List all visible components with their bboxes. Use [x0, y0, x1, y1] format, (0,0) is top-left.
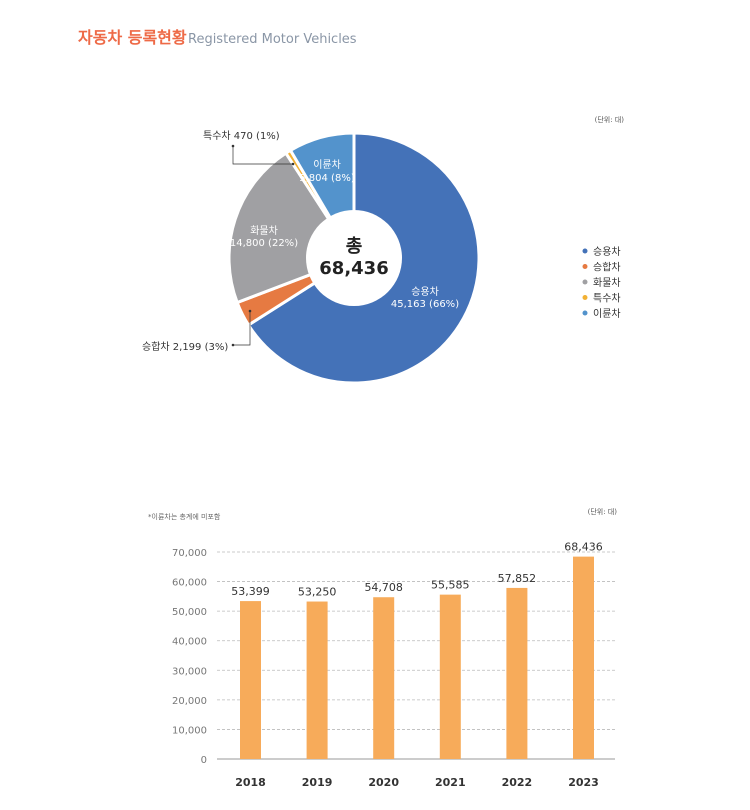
leader-line-van [233, 311, 251, 346]
bar-2018 [240, 601, 261, 759]
slice-label-value-motorcycle: 5,804 (8%) [299, 173, 355, 184]
bar-value-label: 68,436 [564, 541, 603, 554]
page-header: 자동차 등록현황 Registered Motor Vehicles [78, 28, 357, 47]
title-english: Registered Motor Vehicles [188, 32, 357, 47]
slice-label-special: 특수차 470 (1%) [203, 130, 280, 142]
legend-label: 특수차 [593, 293, 621, 305]
bar-2023 [573, 556, 594, 759]
legend-marker [582, 248, 588, 254]
y-tick-label: 60,000 [172, 578, 207, 589]
bar-value-label: 53,399 [231, 585, 270, 598]
bar-value-label: 54,708 [364, 581, 403, 594]
bar-2020 [373, 597, 395, 759]
x-tick-label: 2023 [568, 776, 599, 789]
legend-label: 승합차 [593, 262, 621, 274]
legend-label: 승용차 [593, 246, 621, 258]
x-tick-label: 2020 [368, 776, 399, 789]
x-tick-label: 2021 [435, 776, 466, 789]
bar-value-label: 57,852 [498, 572, 537, 585]
donut-center-label: 총 [346, 236, 363, 257]
x-tick-label: 2018 [235, 776, 266, 789]
y-tick-label: 30,000 [172, 666, 207, 677]
title-korean: 자동차 등록현황 [78, 28, 187, 47]
y-tick-label: 70,000 [172, 548, 207, 559]
bar-chart: *이륜차는 총계에 미포함 (단위: 대) 0 10,000 20,000 30,00… [148, 507, 617, 789]
slice-label-name-motorcycle: 이륜차 [313, 159, 341, 171]
x-tick-label: 2019 [302, 776, 333, 789]
bar-2021 [439, 594, 461, 759]
bar-value-label: 53,250 [298, 586, 337, 599]
legend-marker [582, 279, 588, 285]
slice-label-name-passenger: 승용차 [411, 286, 439, 298]
y-tick-label: 20,000 [172, 696, 207, 707]
y-tick-label: 40,000 [172, 637, 207, 648]
bar-note: *이륜차는 총계에 미포함 [148, 512, 221, 521]
slice-label-value-passenger: 45,163 (66%) [391, 299, 459, 310]
y-tick-label: 0 [201, 755, 207, 766]
slice-label-value-truck: 14,800 (22%) [230, 238, 298, 249]
bar-unit-note: (단위: 대) [588, 507, 618, 516]
bar-value-label: 55,585 [431, 579, 470, 592]
legend-label: 이륜차 [593, 308, 621, 320]
donut-chart: (단위: 대) 총 68,436 승용차 45,163 (66%) 화물차 14… [142, 115, 625, 385]
leader-line-special [232, 146, 293, 165]
donut-center-value: 68,436 [319, 258, 388, 279]
x-tick-label: 2022 [502, 776, 533, 789]
bar-2019 [306, 601, 328, 759]
donut-unit-note: (단위: 대) [595, 115, 625, 124]
legend-marker [582, 264, 588, 269]
slice-label-van: 승합차 2,199 (3%) [142, 341, 228, 353]
slice-label-name-truck: 화물차 [250, 225, 278, 237]
legend-label: 화물차 [593, 277, 621, 289]
legend-marker [582, 295, 588, 300]
bar-2022 [506, 587, 528, 759]
legend-marker [582, 310, 588, 316]
y-tick-label: 50,000 [172, 607, 207, 618]
y-tick-label: 10,000 [172, 725, 207, 736]
